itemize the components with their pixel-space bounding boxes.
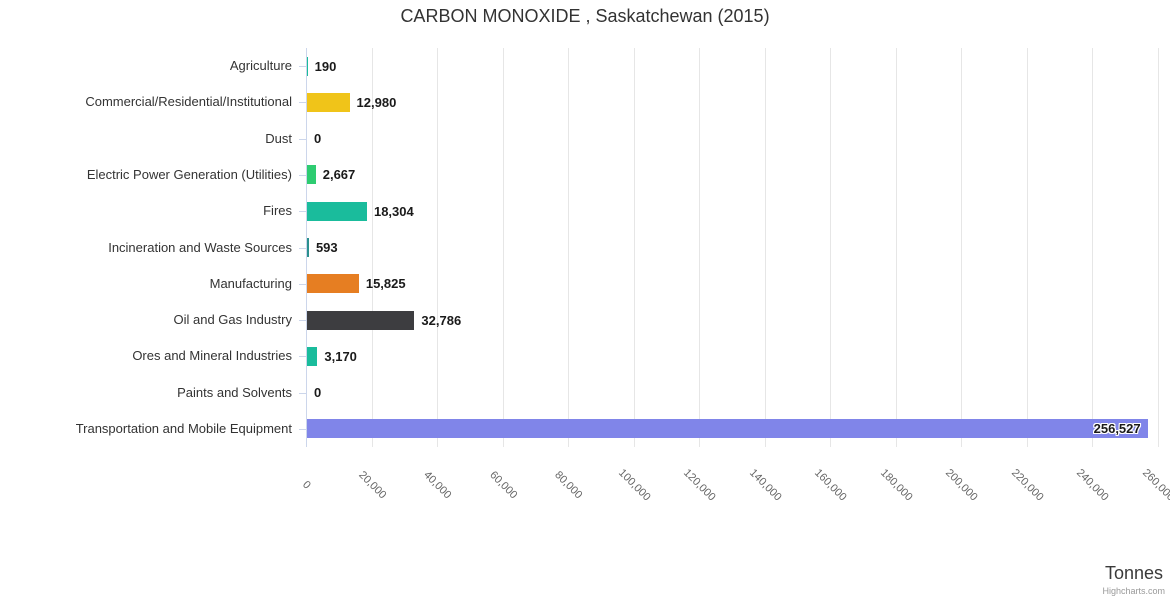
- value-gridline: [830, 48, 832, 447]
- value-gridline: [1092, 48, 1094, 447]
- value-gridline: [633, 48, 635, 447]
- bar[interactable]: [307, 165, 316, 184]
- value-axis-tick-label: 140,000: [746, 466, 784, 504]
- value-gridline: [502, 48, 504, 447]
- category-axis-tick: [299, 175, 306, 176]
- category-label: Dust: [265, 131, 292, 146]
- category-axis-tick: [299, 248, 306, 249]
- category-axis-tick: [299, 102, 306, 103]
- value-axis-title: Tonnes: [1104, 563, 1163, 583]
- value-gridline: [961, 48, 963, 447]
- category-label: Electric Power Generation (Utilities): [86, 167, 292, 182]
- chart-title: CARBON MONOXIDE , Saskatchewan (2015): [400, 6, 770, 26]
- value-label: 3,170: [324, 349, 357, 364]
- value-label: 0: [314, 131, 322, 146]
- category-label: Fires: [263, 203, 292, 218]
- value-gridline: [764, 48, 766, 447]
- value-gridline: [895, 48, 897, 447]
- bar[interactable]: [307, 57, 308, 76]
- category-label: Commercial/Residential/Institutional: [85, 94, 292, 109]
- category-label: Oil and Gas Industry: [173, 312, 293, 327]
- value-axis-tick-label: 260,000: [1140, 466, 1170, 504]
- value-axis-tick-label: 20,000: [355, 469, 389, 502]
- category-axis-tick: [299, 66, 306, 67]
- value-axis-tick-label: 240,000: [1074, 466, 1112, 504]
- category-label: Paints and Solvents: [177, 385, 292, 400]
- value-label: 190: [314, 59, 337, 74]
- value-axis-tick-label: 80,000: [552, 469, 585, 502]
- value-axis-tick-label: 200,000: [943, 466, 981, 504]
- category-label: Manufacturing: [209, 276, 292, 291]
- category-axis-tick: [299, 356, 306, 357]
- value-label: 18,304: [373, 204, 414, 219]
- category-axis-tick: [299, 429, 306, 430]
- value-gridline: [1026, 48, 1028, 447]
- value-label: 15,825: [365, 276, 406, 291]
- value-label: 0: [314, 385, 322, 400]
- bar[interactable]: [307, 311, 415, 330]
- bar[interactable]: [307, 347, 318, 366]
- category-axis-tick: [299, 320, 306, 321]
- value-label: 2,667: [322, 167, 356, 182]
- category-label: Transportation and Mobile Equipment: [75, 421, 292, 436]
- value-axis-tick-label: 180,000: [877, 466, 915, 504]
- category-label: Agriculture: [229, 58, 292, 73]
- category-axis-tick: [299, 284, 306, 285]
- category-label: Incineration and Waste Sources: [108, 240, 292, 255]
- value-axis-tick-label: 220,000: [1008, 466, 1046, 504]
- value-gridline: [1158, 48, 1159, 447]
- value-gridline: [437, 48, 439, 447]
- category-axis-tick: [299, 211, 306, 212]
- value-axis-tick-label: 100,000: [615, 466, 653, 504]
- value-axis-tick-label: 160,000: [812, 466, 849, 504]
- value-axis-tick-label: 60,000: [486, 469, 520, 502]
- value-label: 32,786: [421, 313, 462, 328]
- bar[interactable]: [307, 93, 350, 112]
- value-gridline: [371, 48, 373, 447]
- category-axis-tick: [299, 139, 306, 140]
- value-label: 12,980: [356, 95, 397, 110]
- highcharts-credit-link[interactable]: Highcharts.com: [1102, 586, 1165, 596]
- value-label: 593: [315, 240, 338, 255]
- bar[interactable]: [307, 202, 367, 221]
- category-axis-tick: [299, 393, 306, 394]
- value-gridline: [699, 48, 701, 447]
- value-axis-tick-label: 40,000: [421, 469, 454, 502]
- bar[interactable]: [307, 274, 359, 293]
- category-axis-line: [306, 48, 307, 447]
- value-axis-tick-label: 120,000: [681, 466, 718, 504]
- value-label: 256,527: [1093, 421, 1141, 436]
- bar[interactable]: [307, 419, 1148, 438]
- category-label: Ores and Mineral Industries: [132, 348, 292, 363]
- bar[interactable]: [307, 238, 309, 257]
- value-gridline: [568, 48, 570, 447]
- value-axis-tick-label: 0: [299, 478, 313, 492]
